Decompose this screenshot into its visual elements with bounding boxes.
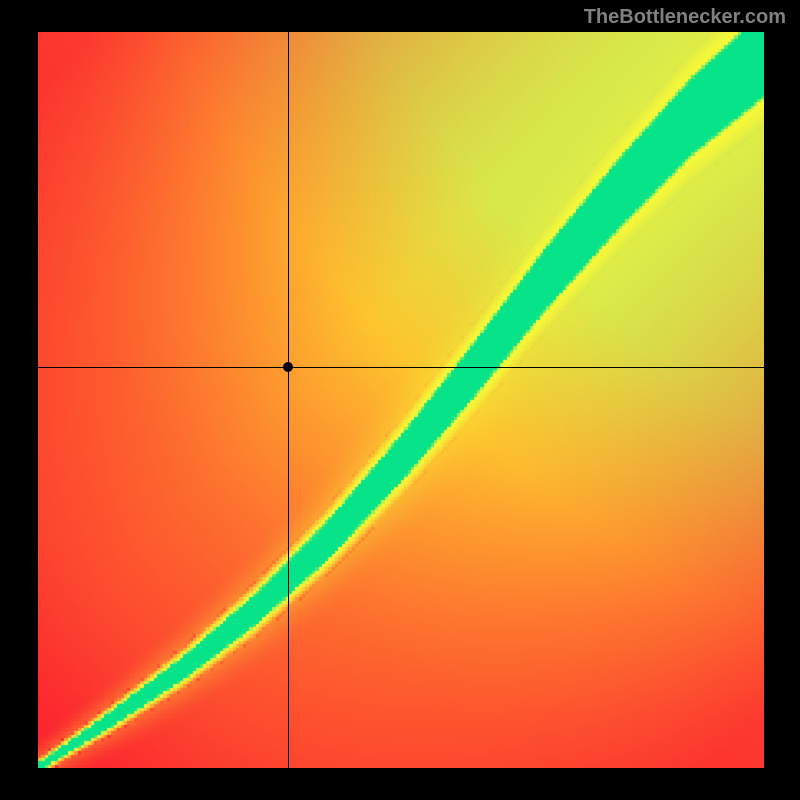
crosshair-vertical <box>288 32 289 768</box>
chart-container: TheBottlenecker.com <box>0 0 800 800</box>
crosshair-horizontal <box>38 367 764 368</box>
crosshair-marker <box>283 362 293 372</box>
watermark-text: TheBottlenecker.com <box>584 6 786 29</box>
heatmap-canvas <box>38 32 764 768</box>
